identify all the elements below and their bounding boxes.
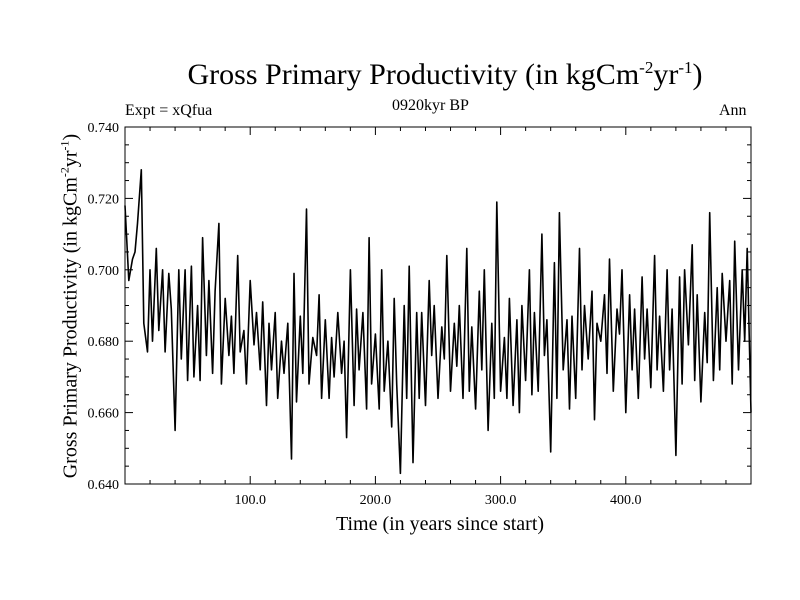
series-layer: [124, 169, 752, 475]
period-label: 0920kyr BP: [392, 97, 469, 114]
x-tick-label: 400.0: [610, 493, 642, 508]
ticks-layer: [124, 126, 752, 485]
x-tick-label: 200.0: [360, 493, 392, 508]
tick-labels-layer: 100.0 200.0 300.0 400.0 0.640 0.660 0.680 0.700…: [88, 121, 642, 508]
y-tick-label: 0.700: [88, 264, 120, 279]
season-label: Ann: [719, 102, 747, 119]
y-tick-label: 0.660: [88, 407, 120, 422]
experiment-label: Expt = xQfua: [125, 102, 213, 119]
y-tick-label: 0.720: [88, 192, 120, 207]
series-line: [124, 169, 752, 475]
plot-frame: [124, 126, 752, 485]
y-tick-label: 0.640: [88, 478, 120, 493]
y-axis-label: Gross Primary Productivity (in kgCm-2yr-…: [57, 133, 82, 479]
chart-title: Gross Primary Productivity (in kgCm-2yr-…: [187, 58, 703, 91]
x-tick-label: 100.0: [234, 493, 266, 508]
x-tick-label: 300.0: [485, 493, 517, 508]
y-tick-label: 0.680: [88, 335, 120, 350]
y-tick-label: 0.740: [88, 121, 120, 136]
x-axis-label: Time (in years since start): [335, 513, 545, 535]
